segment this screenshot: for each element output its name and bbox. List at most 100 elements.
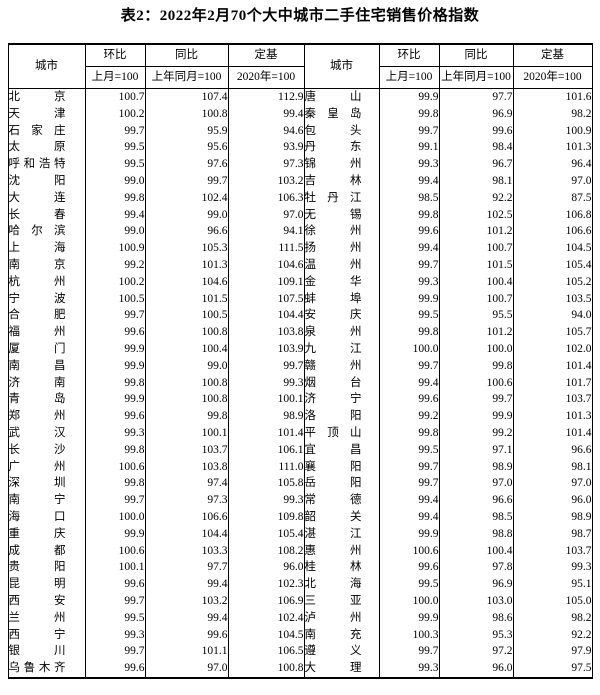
city-name-cell: 兰州 — [7, 609, 86, 627]
city-name: 扬州 — [304, 242, 362, 255]
city-name-cell: 宁波 — [7, 290, 86, 308]
city-name-cell: 北京 — [7, 88, 86, 106]
city-name: 哈尔滨 — [8, 225, 66, 238]
yoy-value: 101.2 — [438, 223, 514, 241]
city-name-cell: 秦皇岛 — [303, 105, 380, 123]
city-name: 济南 — [8, 376, 66, 389]
table-row: 福州 99.6 100.8 103.8 泉州 99.8 101.2 105.7 — [7, 324, 593, 341]
header-fixed-base-left: 2020年=100 — [227, 66, 305, 89]
city-name: 宜昌 — [304, 443, 362, 456]
city-name: 长春 — [8, 208, 66, 221]
city-name: 厦门 — [8, 342, 66, 355]
city-name-cell: 洛阳 — [303, 408, 380, 425]
fixed-value: 95.1 — [512, 576, 593, 593]
mom-value: 99.8 — [378, 206, 440, 224]
mom-value: 99.4 — [84, 206, 146, 224]
header-row-2: 上月=100 上年同月=100 2020年=100 上月=100 上年同月=10… — [8, 66, 593, 89]
city-name: 赣州 — [304, 359, 362, 372]
yoy-value: 103.2 — [144, 592, 229, 610]
yoy-value: 100.7 — [438, 290, 514, 308]
city-name-cell: 武汉 — [7, 424, 86, 442]
mom-value: 100.0 — [378, 592, 440, 610]
city-name: 海口 — [8, 510, 66, 523]
fixed-value: 106.1 — [227, 441, 305, 459]
fixed-value: 104.5 — [227, 626, 305, 644]
city-name: 遵义 — [304, 645, 362, 658]
fixed-value: 105.4 — [227, 525, 305, 543]
table-row: 石家庄 99.7 95.9 94.6 包头 99.7 99.6 100.9 — [7, 122, 593, 140]
fixed-value: 111.0 — [227, 458, 305, 476]
mom-value: 99.9 — [378, 609, 440, 627]
mom-value: 99.0 — [84, 172, 146, 190]
city-name: 温州 — [304, 258, 362, 271]
city-name-cell: 厦门 — [7, 340, 86, 358]
mom-value: 100.6 — [84, 458, 146, 476]
yoy-value: 107.4 — [144, 88, 229, 106]
city-name: 大理 — [304, 662, 362, 675]
yoy-value: 102.5 — [438, 206, 514, 224]
mom-value: 99.4 — [378, 492, 440, 509]
mom-value: 99.6 — [84, 324, 146, 341]
fixed-value: 103.8 — [227, 324, 305, 341]
city-name: 武汉 — [8, 426, 66, 439]
mom-value: 99.5 — [84, 156, 146, 173]
mom-value: 99.7 — [378, 643, 440, 661]
city-name: 郑州 — [8, 410, 66, 423]
yoy-value: 99.6 — [144, 626, 229, 644]
city-name: 南充 — [304, 628, 362, 641]
city-name-cell: 常德 — [303, 492, 380, 509]
city-name: 安庆 — [304, 309, 362, 322]
mom-value: 100.6 — [84, 542, 146, 560]
fixed-value: 103.9 — [227, 340, 305, 358]
yoy-value: 104.6 — [144, 273, 229, 291]
fixed-value: 105.2 — [512, 273, 593, 291]
city-name-cell: 重庆 — [7, 525, 86, 543]
yoy-value: 101.2 — [438, 324, 514, 341]
city-name: 无锡 — [304, 208, 362, 221]
city-name-cell: 合肥 — [7, 307, 86, 325]
mom-value: 99.5 — [84, 609, 146, 627]
fixed-value: 106.6 — [512, 223, 593, 241]
table-row: 乌鲁木齐 99.6 97.0 100.8 大理 99.3 96.0 97.5 — [7, 660, 593, 678]
table-row: 济南 99.8 100.8 99.3 烟台 99.4 100.6 101.7 — [7, 374, 593, 392]
yoy-value: 99.4 — [144, 576, 229, 593]
city-name-cell: 温州 — [303, 256, 380, 274]
yoy-value: 97.0 — [438, 475, 514, 493]
yoy-value: 92.2 — [438, 189, 514, 207]
city-name-cell: 扬州 — [303, 240, 380, 257]
fixed-value: 103.5 — [512, 290, 593, 308]
mom-value: 99.7 — [378, 122, 440, 140]
city-name: 包头 — [304, 124, 362, 137]
city-name-cell: 青岛 — [7, 391, 86, 409]
mom-value: 99.8 — [84, 475, 146, 493]
city-name-cell: 长春 — [7, 206, 86, 224]
mom-value: 99.7 — [378, 357, 440, 375]
mom-value: 99.4 — [378, 374, 440, 392]
yoy-value: 95.5 — [438, 307, 514, 325]
table-row: 合肥 99.7 100.5 104.4 安庆 99.5 95.5 94.0 — [7, 307, 593, 325]
yoy-value: 100.8 — [144, 324, 229, 341]
city-name: 贵阳 — [8, 561, 66, 574]
table-header: 城市 环比 同比 定基 城市 环比 同比 定基 上月=100 上年同月=100 … — [7, 43, 593, 89]
fixed-value: 103.7 — [512, 391, 593, 409]
table-row: 重庆 99.9 104.4 105.4 湛江 99.9 98.8 98.7 — [7, 525, 593, 543]
yoy-value: 98.1 — [438, 172, 514, 190]
city-name: 南京 — [8, 258, 66, 271]
yoy-value: 100.8 — [144, 391, 229, 409]
mom-value: 99.9 — [84, 357, 146, 375]
fixed-value: 94.0 — [512, 307, 593, 325]
header-yoy-base-right: 上年同月=100 — [438, 66, 514, 89]
fixed-value: 101.4 — [227, 424, 305, 442]
yoy-value: 100.5 — [144, 307, 229, 325]
yoy-value: 101.3 — [144, 256, 229, 274]
header-yoy-left: 同比 — [144, 43, 229, 67]
table-row: 天津 100.2 100.8 99.4 秦皇岛 99.8 96.9 98.2 — [7, 105, 593, 123]
header-mom-base-left: 上月=100 — [84, 66, 146, 89]
city-name: 成都 — [8, 544, 66, 557]
city-name-cell: 泸州 — [303, 609, 380, 627]
city-name: 烟台 — [304, 376, 362, 389]
header-city-right: 城市 — [303, 43, 380, 89]
table-row: 青岛 99.9 100.8 100.1 济宁 99.6 99.7 103.7 — [7, 391, 593, 409]
mom-value: 99.7 — [84, 307, 146, 325]
header-mom-base-right: 上月=100 — [378, 66, 440, 89]
